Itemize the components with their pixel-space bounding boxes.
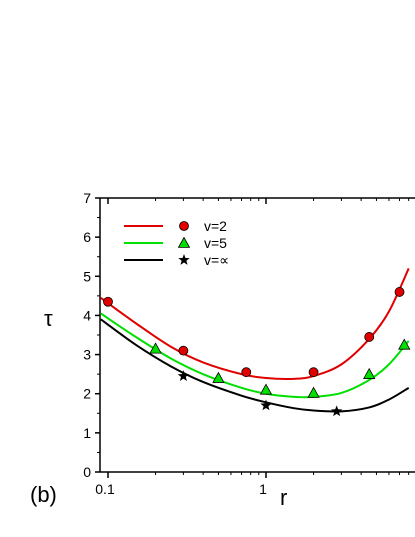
data-point xyxy=(212,371,225,383)
legend-marker xyxy=(179,221,189,231)
data-point xyxy=(394,287,405,297)
legend-label: v=∝ xyxy=(204,252,229,268)
data-point xyxy=(259,383,273,395)
x-tick-label: 1 xyxy=(259,481,267,497)
legend-marker xyxy=(177,236,191,248)
data-point xyxy=(149,342,162,354)
y-tick-label: 7 xyxy=(83,190,91,206)
fit-curves xyxy=(100,268,410,413)
data-point xyxy=(241,367,252,378)
x-tick-label: 0.1 xyxy=(95,481,115,497)
y-tick-label: 3 xyxy=(83,347,91,363)
y-tick-label: 2 xyxy=(83,386,91,402)
data-point xyxy=(307,386,320,398)
y-tick-label: 5 xyxy=(83,268,91,284)
y-ticks: 0 1 2 3 4 5 6 7 xyxy=(83,190,100,480)
y-tick-label: 4 xyxy=(83,307,91,323)
y-tick-label: 1 xyxy=(83,425,91,441)
x-axis-label: r xyxy=(280,485,287,510)
x-ticks: 0.1 1 xyxy=(95,198,410,497)
fit-curve xyxy=(100,268,410,380)
data-point xyxy=(364,332,375,342)
data-points xyxy=(103,287,411,417)
legend-marker xyxy=(178,254,190,265)
legend-label: v=2 xyxy=(204,218,227,234)
fit-curve xyxy=(100,318,410,413)
y-tick-label: 6 xyxy=(83,229,91,245)
data-point xyxy=(260,399,272,411)
data-point xyxy=(363,367,376,379)
data-point xyxy=(177,370,190,381)
fit-curve xyxy=(100,312,410,399)
legend: v=2v=5v=∝ xyxy=(124,218,229,268)
data-point xyxy=(178,345,189,356)
data-point xyxy=(308,367,319,378)
data-point xyxy=(398,338,411,350)
data-point xyxy=(103,296,113,307)
y-axis-label: τ xyxy=(44,306,53,331)
data-point xyxy=(330,405,343,417)
panel-label: (b) xyxy=(30,482,57,507)
y-tick-label: 0 xyxy=(83,464,91,480)
legend-label: v=5 xyxy=(204,235,227,251)
